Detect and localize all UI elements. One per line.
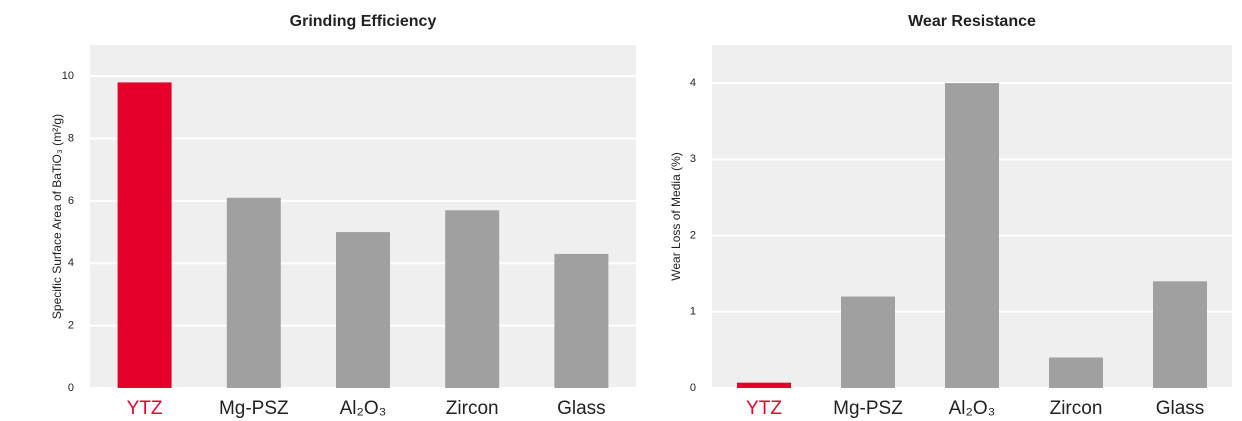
bar [117, 82, 172, 388]
y-axis-label: Wear Loss of Media (%) [669, 152, 683, 281]
y-tick-label: 3 [690, 153, 696, 165]
bar [841, 296, 895, 388]
bar [226, 197, 281, 388]
y-tick-label: 10 [62, 70, 74, 82]
x-tick-label: Glass [557, 398, 606, 419]
x-tick-label: Glass [1156, 398, 1205, 419]
y-tick-label: 4 [68, 257, 74, 269]
x-tick-label: Mg-PSZ [833, 398, 903, 419]
chart-title: Wear Resistance [908, 13, 1036, 30]
bar [1049, 357, 1103, 388]
y-axis-label: Specific Surface Area of BaTiO₃ (m²/g) [50, 114, 64, 319]
bar [554, 253, 609, 388]
bar [445, 210, 500, 388]
y-tick-label: 1 [690, 306, 696, 318]
y-tick-label: 8 [68, 132, 74, 144]
y-tick-label: 6 [68, 195, 74, 207]
x-tick-label: Al₂O₃ [340, 398, 387, 419]
x-tick-label: Al₂O₃ [949, 398, 996, 419]
bar [1153, 281, 1207, 388]
x-tick-label: Zircon [446, 398, 499, 419]
x-tick-label: YTZ [746, 398, 782, 419]
x-tick-label: Mg-PSZ [219, 398, 289, 419]
bar [945, 83, 999, 388]
chart-title: Grinding Efficiency [290, 13, 437, 30]
bar [336, 232, 390, 388]
y-tick-label: 0 [690, 382, 696, 394]
y-tick-label: 2 [690, 229, 696, 241]
y-tick-label: 2 [68, 320, 74, 332]
y-tick-label: 0 [68, 382, 74, 394]
bar [737, 382, 791, 388]
x-tick-label: YTZ [127, 398, 163, 419]
y-tick-label: 4 [690, 77, 696, 89]
x-tick-label: Zircon [1050, 398, 1103, 419]
